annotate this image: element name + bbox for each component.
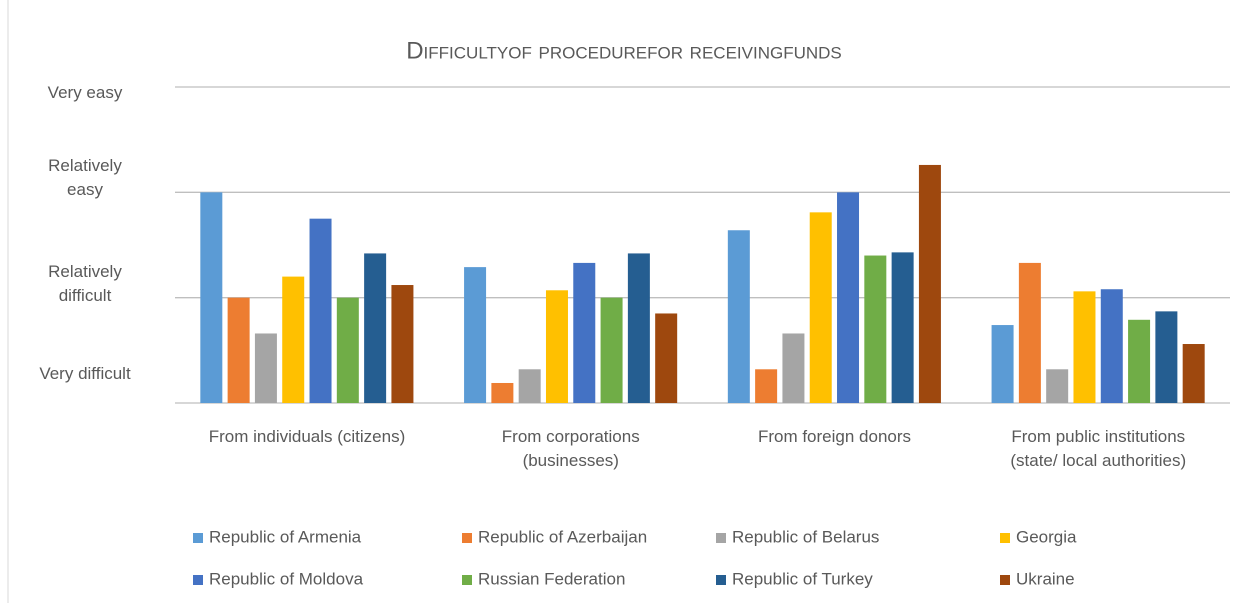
y-tick-label: Very difficult (39, 364, 131, 383)
bar (491, 382, 514, 403)
bar (1182, 344, 1205, 403)
bar (891, 252, 914, 403)
legend-label: Republic of Azerbaijan (478, 527, 647, 546)
bar (1100, 289, 1123, 403)
bar (282, 276, 305, 403)
x-tick-label: From foreign donors (757, 427, 912, 446)
bar (864, 255, 887, 403)
bar (464, 267, 487, 403)
legend-swatch (462, 575, 472, 585)
x-tick-label: From individuals (citizens) (208, 427, 406, 446)
bar (627, 253, 650, 403)
bar (600, 297, 623, 403)
bar (755, 369, 778, 403)
x-tick-label: From public institutions (state/ local a… (1010, 427, 1187, 470)
bar (809, 212, 832, 403)
bar (1128, 319, 1151, 403)
bar (837, 192, 860, 403)
bar (573, 262, 596, 403)
legend-label: Republic of Armenia (209, 527, 362, 546)
legend-label: Ukraine (1016, 569, 1075, 588)
legend-swatch (1000, 575, 1010, 585)
bar (1018, 262, 1041, 403)
y-tick-label: Relatively difficult (48, 261, 122, 305)
legend-swatch (462, 533, 472, 543)
bar (364, 253, 387, 403)
legend-label: Republic of Turkey (732, 569, 873, 588)
legend-swatch (193, 533, 203, 543)
bar (254, 333, 277, 403)
legend-swatch (193, 575, 203, 585)
bar (309, 218, 332, 403)
bar (336, 297, 359, 403)
legend-label: Republic of Belarus (732, 527, 879, 546)
bar (227, 297, 250, 403)
bar (1073, 291, 1096, 403)
bar (518, 369, 541, 403)
bar (727, 230, 750, 403)
legend-label: Russian Federation (478, 569, 625, 588)
y-tick-label: Very easy (47, 83, 123, 102)
bar (1155, 311, 1178, 403)
bar (918, 164, 941, 403)
x-tick-label: From corporations (businesses) (501, 427, 640, 470)
bar (391, 285, 414, 403)
bar (545, 290, 568, 403)
bar (200, 192, 223, 403)
bar (1046, 369, 1069, 403)
legend-swatch (1000, 533, 1010, 543)
chart-title: Difficultyof procedurefor receivingfunds (406, 37, 842, 64)
bar (655, 313, 678, 403)
y-tick-label: Relatively easy (48, 156, 122, 200)
bar (782, 333, 805, 403)
legend-label: Georgia (1016, 527, 1077, 546)
bar (991, 325, 1014, 403)
legend-swatch (716, 533, 726, 543)
legend-swatch (716, 575, 726, 585)
legend-label: Republic of Moldova (209, 569, 364, 588)
